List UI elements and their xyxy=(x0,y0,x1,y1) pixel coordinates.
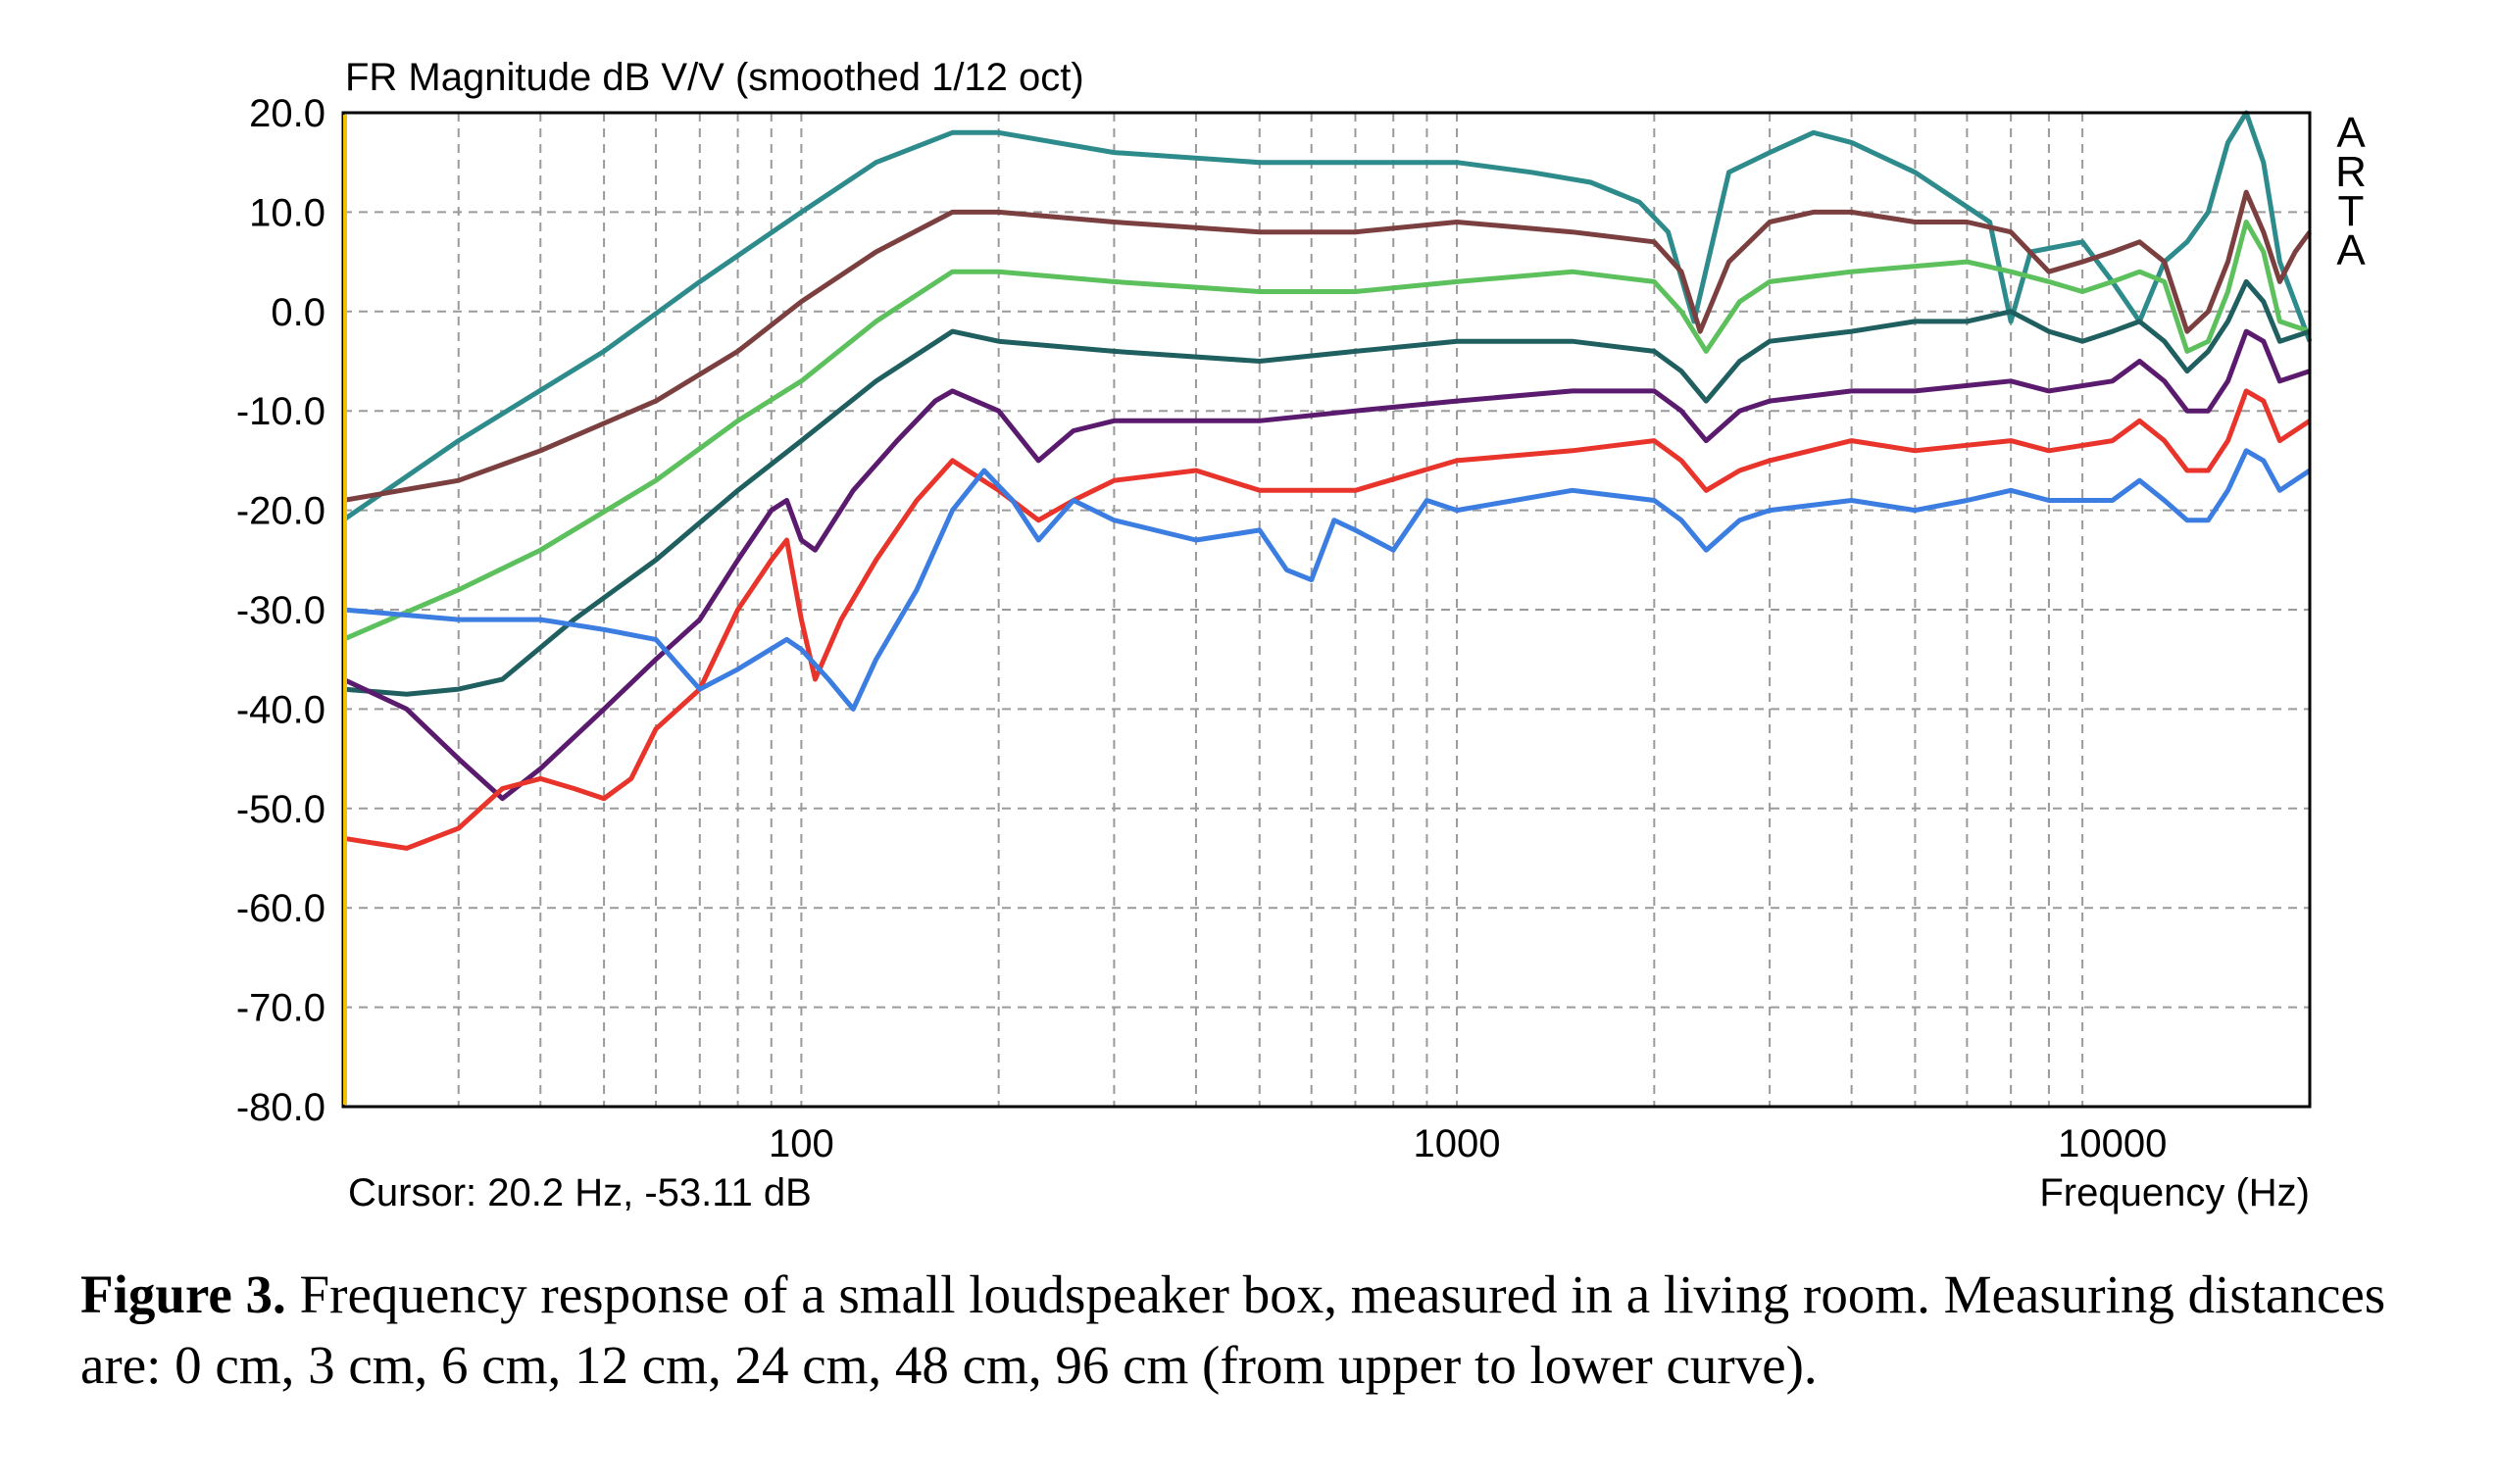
caption-label: Figure 3. xyxy=(80,1264,286,1324)
x-axis-label: Frequency (Hz) xyxy=(2039,1171,2310,1214)
y-tick-label: -30.0 xyxy=(236,589,325,632)
series-line-3 xyxy=(342,220,2311,642)
cursor-readout: Cursor: 20.2 Hz, -53.11 dB xyxy=(348,1171,812,1214)
caption-text: Frequency response of a small loudspeake… xyxy=(80,1264,2386,1395)
series-line-6 xyxy=(342,388,2312,851)
figure-caption: Figure 3. Frequency response of a small … xyxy=(80,1260,2433,1401)
series-line-7 xyxy=(342,448,2312,712)
y-tick-label: -40.0 xyxy=(236,688,325,731)
y-tick-label: 0.0 xyxy=(271,291,325,334)
brand-letter: T xyxy=(2338,187,2365,235)
y-tick-label: 10.0 xyxy=(249,191,325,234)
y-tick-label: -20.0 xyxy=(236,490,325,533)
brand-letter: A xyxy=(2336,109,2366,157)
y-tick-label: -50.0 xyxy=(236,788,325,831)
x-tick-labels: 100 1000 10000 xyxy=(769,1122,2167,1165)
series-line-5 xyxy=(341,328,2311,802)
x-tick-label: 100 xyxy=(769,1122,834,1165)
y-tick-label: -60.0 xyxy=(236,887,325,930)
grid-lines xyxy=(343,113,2310,1107)
chart-title: FR Magnitude dB V/V (smoothed 1/12 oct) xyxy=(345,56,1084,99)
x-tick-label: 1000 xyxy=(1414,1122,1501,1165)
series-line-1 xyxy=(341,110,2313,522)
y-tick-label: 20.0 xyxy=(249,92,325,135)
y-tick-label: -80.0 xyxy=(236,1086,325,1129)
brand-letter: A xyxy=(2336,226,2366,274)
series-line-2 xyxy=(342,189,2313,503)
series-layer xyxy=(341,110,2313,851)
brand-letter: R xyxy=(2335,148,2367,196)
x-tick-label: 10000 xyxy=(2058,1122,2167,1165)
y-tick-labels: 20.0 10.0 0.0 -10.0 -20.0 -30.0 -40.0 -50.0 -60.… xyxy=(236,92,325,1129)
y-tick-label: -70.0 xyxy=(236,987,325,1030)
y-tick-label: -10.0 xyxy=(236,390,325,433)
series-line-4 xyxy=(342,278,2311,697)
plot-frame xyxy=(341,111,2312,1109)
